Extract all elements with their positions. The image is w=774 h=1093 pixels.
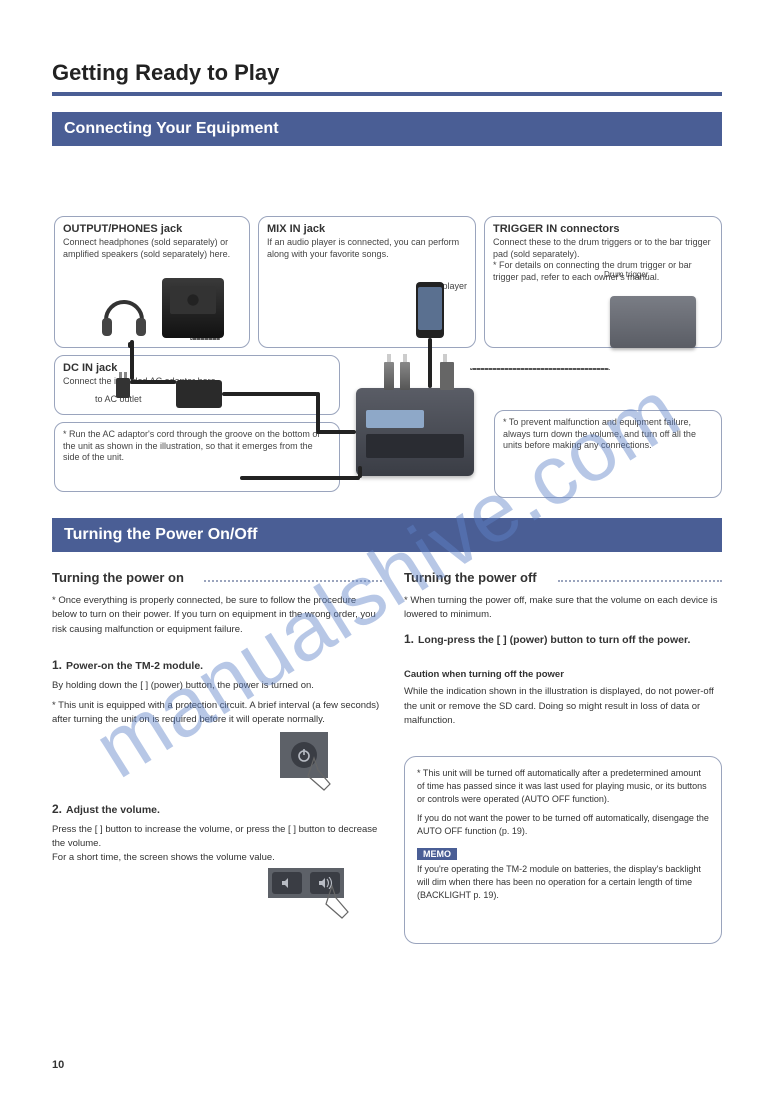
step1-head: Power-on the TM-2 module. <box>66 660 203 672</box>
drum-trigger-art <box>610 296 696 348</box>
tip-memo-body: If you're operating the TM-2 module on b… <box>417 863 709 902</box>
jack-plug <box>400 362 410 390</box>
page-number: 10 <box>52 1059 64 1071</box>
mixin-box-sub: If an audio player is connected, you can… <box>267 237 467 260</box>
banner-label: Turning the Power On/Off <box>64 526 257 544</box>
power-on-heading: Turning the power on <box>52 570 184 585</box>
dcin-box-title: DC IN jack <box>63 362 117 374</box>
caution-head: Caution when turning off the power <box>404 668 722 682</box>
output-box-sub: Connect headphones (sold separately) or … <box>63 237 241 260</box>
smartphone-art <box>416 282 444 338</box>
ac-adaptor-art <box>176 380 222 408</box>
cablewrap-box: * Run the AC adaptor's cord through the … <box>54 422 340 492</box>
tip-auto-off-2: If you do not want the power to be turne… <box>417 812 709 838</box>
mixin-box-title: MIX IN jack <box>267 223 325 235</box>
cable <box>222 392 318 396</box>
cable <box>428 338 432 388</box>
cablewrap-sub: * Run the AC adaptor's cord through the … <box>63 429 331 464</box>
cable-dotted <box>470 368 610 370</box>
section-banner-connecting: Connecting Your Equipment <box>52 112 722 146</box>
cable <box>316 392 320 432</box>
power-off-intro: * When turning the power off, make sure … <box>404 594 722 623</box>
monitor-amp-art <box>162 278 224 338</box>
ac-plug-art <box>116 378 130 398</box>
power-on-intro: * Once everything is properly connected,… <box>52 594 382 637</box>
dotted-rule <box>558 580 722 582</box>
banner-label: Connecting Your Equipment <box>64 120 279 138</box>
cable <box>358 466 362 478</box>
sound-module-art <box>356 388 474 476</box>
cable <box>128 342 132 348</box>
volume-down-icon <box>272 872 302 894</box>
caution-body: While the indication shown in the illust… <box>404 685 722 728</box>
cable <box>316 430 356 434</box>
drum-trigger-label: Drum trigger <box>604 270 648 280</box>
power-off-heading: Turning the power off <box>404 570 537 585</box>
caution-block: Caution when turning off the power While… <box>404 668 722 728</box>
step-2: 2.Adjust the volume. Press the [ ] butto… <box>52 800 382 866</box>
step1-body-b: * This unit is equipped with a protectio… <box>52 699 382 728</box>
cable-dotted <box>190 338 220 340</box>
title-underline <box>52 92 722 96</box>
jack-plug <box>384 362 394 390</box>
section-banner-power: Turning the Power On/Off <box>52 518 722 552</box>
output-box-title: OUTPUT/PHONES jack <box>63 223 182 235</box>
cable <box>240 476 360 480</box>
off-step-head: Long-press the [ ] (power) button to tur… <box>418 634 690 646</box>
step2-body: Press the [ ] button to increase the vol… <box>52 823 382 866</box>
cable <box>130 380 176 384</box>
step2-head: Adjust the volume. <box>66 804 160 816</box>
finger-icon <box>320 884 356 920</box>
step1-body-a: By holding down the [ ] (power) button, … <box>52 679 382 693</box>
memo-badge: MEMO <box>417 848 457 860</box>
off-step: 1.Long-press the [ ] (power) button to t… <box>404 630 722 653</box>
trigger-box-sub: Connect these to the drum triggers or to… <box>493 237 713 284</box>
trigger-box-title: TRIGGER IN connectors <box>493 223 620 235</box>
malfunction-sub: * To prevent malfunction and equipment f… <box>503 417 713 452</box>
headphones-icon <box>96 288 152 344</box>
auto-off-tip-box: * This unit will be turned off automatic… <box>404 756 722 944</box>
dotted-rule <box>204 580 382 582</box>
step-1: 1.Power-on the TM-2 module. By holding d… <box>52 656 382 728</box>
finger-icon <box>302 756 338 792</box>
jack-plug-grey <box>440 362 454 390</box>
tip-auto-off-1: * This unit will be turned off automatic… <box>417 767 709 806</box>
page-title: Getting Ready to Play <box>52 60 279 86</box>
malfunction-box: * To prevent malfunction and equipment f… <box>494 410 722 498</box>
